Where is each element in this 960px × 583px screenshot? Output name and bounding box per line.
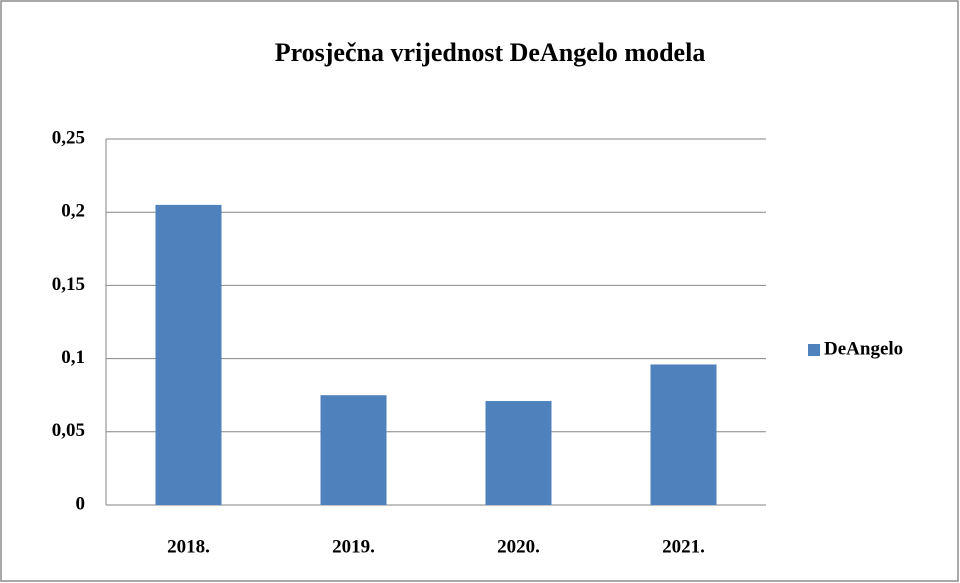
- bar: [320, 395, 387, 505]
- x-tick-label: 2021.: [662, 536, 705, 557]
- x-tick-label: 2018.: [167, 536, 210, 557]
- bar: [485, 401, 552, 505]
- y-tick-label: 0,25: [52, 127, 85, 148]
- bar: [155, 204, 222, 505]
- y-tick-label: 0,15: [52, 274, 85, 295]
- x-tick-label: 2019.: [332, 536, 375, 557]
- y-tick-label: 0: [76, 493, 86, 514]
- x-tick-label: 2020.: [497, 536, 540, 557]
- legend-label: DeAngelo: [824, 338, 903, 359]
- y-tick-label: 0,2: [61, 201, 85, 222]
- legend-swatch: [808, 344, 820, 356]
- y-tick-label: 0,05: [52, 420, 85, 441]
- y-tick-label: 0,1: [61, 347, 85, 368]
- chart-title: Prosječna vrijednost DeAngelo modela: [275, 38, 706, 67]
- bar: [650, 364, 717, 505]
